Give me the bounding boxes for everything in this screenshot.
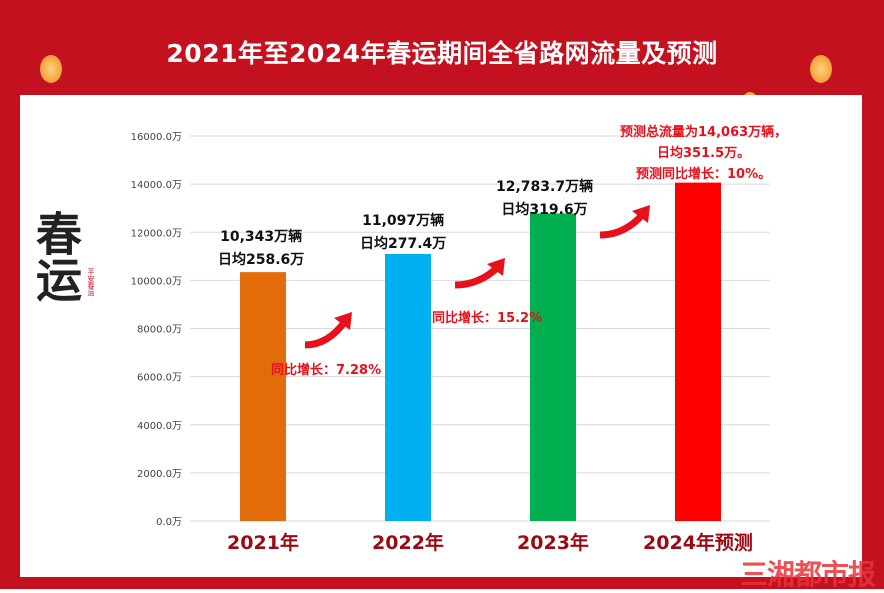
annotation-2021: 10,343万辆 日均258.6万 — [218, 226, 304, 272]
y-tick-label: 2000.0万 — [137, 469, 182, 480]
growth-label-2022: 同比增长：7.28% — [271, 363, 382, 378]
x-tick-label: 2021年 — [227, 531, 299, 554]
growth-label-2023: 同比增长：15.2% — [432, 311, 543, 326]
bar-2021年 — [240, 272, 286, 521]
watermark: 三湘都市报 — [740, 558, 876, 591]
bar-2023年 — [530, 213, 576, 521]
total-label: 10,343万辆 — [220, 229, 303, 245]
lantern-icon — [810, 55, 832, 83]
y-tick-label: 14000.0万 — [131, 180, 182, 191]
total-label: 11,097万辆 — [362, 213, 445, 229]
total-label: 12,783.7万辆 — [496, 179, 594, 195]
y-tick-label: 8000.0万 — [137, 325, 182, 336]
annotation-2024: 预测总流量为14,063万辆， 日均351.5万。 预测同比增长：10%。 — [620, 122, 787, 185]
forecast-total-label: 预测总流量为14,063万辆， — [620, 125, 788, 140]
annotation-2022: 11,097万辆 日均277.4万 — [360, 210, 446, 256]
arrow-head-icon — [487, 258, 505, 276]
daily-label: 日均319.6万 — [501, 202, 588, 218]
y-tick-label: 16000.0万 — [131, 132, 182, 143]
logo-text: 春运 — [29, 210, 83, 302]
daily-label: 日均277.4万 — [360, 236, 447, 252]
x-tick-label: 2022年 — [372, 531, 444, 554]
logo-subtitle: 平安春运 — [87, 268, 95, 296]
chunyun-logo: 春运 — [28, 210, 140, 314]
growth-arrow-icon — [454, 263, 502, 289]
annotation-2023: 12,783.7万辆 日均319.6万 — [496, 176, 593, 222]
x-tick-label: 2023年 — [517, 531, 589, 554]
growth-arrow-icon — [304, 317, 349, 349]
page-title: 2021年至2024年春运期间全省路网流量及预测 — [166, 39, 718, 68]
bar-2024年预测 — [675, 182, 721, 521]
y-tick-label: 10000.0万 — [131, 276, 182, 287]
x-tick-label: 2024年预测 — [643, 531, 753, 554]
arrow-head-icon — [334, 312, 352, 330]
growth-arrow-icon — [599, 210, 647, 239]
y-tick-label: 6000.0万 — [137, 373, 182, 384]
arrow-head-icon — [632, 205, 650, 223]
bar-2022年 — [385, 253, 431, 521]
y-tick-label: 12000.0万 — [131, 228, 182, 239]
chart-panel — [20, 95, 862, 577]
lantern-icon — [40, 55, 62, 83]
y-tick-label: 0.0万 — [156, 517, 182, 528]
forecast-growth-label: 预测同比增长：10%。 — [636, 167, 772, 182]
y-tick-label: 4000.0万 — [137, 421, 182, 432]
daily-label: 日均258.6万 — [218, 252, 305, 268]
forecast-daily-label: 日均351.5万。 — [657, 146, 751, 161]
